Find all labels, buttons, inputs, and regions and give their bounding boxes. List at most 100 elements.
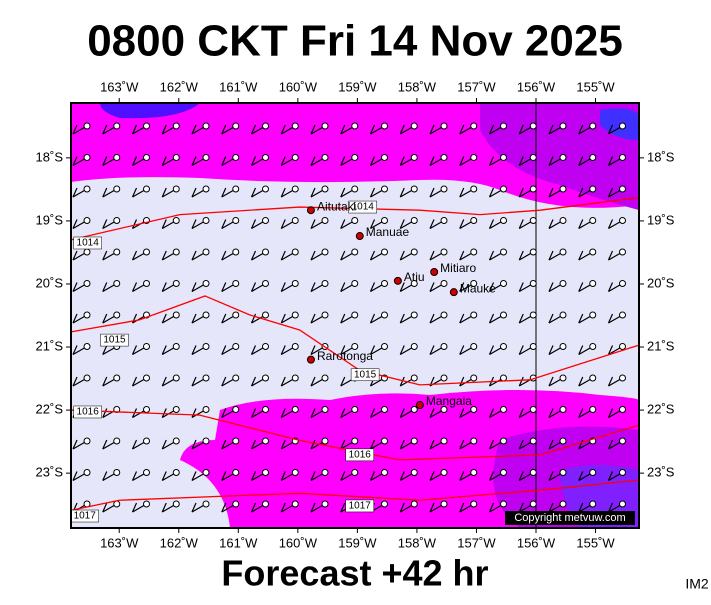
x-tick-label: 160˚W (279, 79, 318, 94)
y-tick-label: 20˚S (36, 275, 64, 290)
barb-flag (72, 345, 78, 355)
station (500, 185, 507, 193)
island-label: Mauke (460, 281, 496, 295)
wind-barb (548, 280, 567, 293)
wind-barb (191, 500, 210, 513)
station (83, 280, 91, 287)
station (589, 217, 597, 224)
station (440, 469, 448, 476)
station (113, 469, 121, 476)
station (559, 500, 567, 508)
wind-barb (548, 185, 567, 198)
station (381, 248, 388, 256)
wind-barb (250, 469, 269, 482)
barb-flag (280, 313, 286, 324)
map-layer: 163˚W 163˚W 162˚W 162˚W 161˚W 161˚W 160˚W 160˚W… (36, 79, 675, 550)
barb-flag (102, 439, 108, 450)
wind-barb (340, 311, 359, 324)
wind-barb (340, 343, 359, 356)
barb-flag (161, 219, 167, 229)
station (381, 154, 388, 161)
station (559, 469, 567, 476)
station (202, 217, 210, 224)
barb-flag (340, 439, 346, 450)
wind-barb (518, 500, 537, 513)
station (113, 311, 121, 319)
station (143, 154, 150, 161)
barb-flag (161, 156, 167, 166)
wind-barb (161, 122, 180, 135)
barb-flag (280, 345, 286, 355)
barb-flag (250, 408, 257, 418)
station (500, 154, 507, 161)
barb-flag (369, 313, 376, 324)
station (410, 217, 418, 224)
barb-flag (161, 282, 167, 292)
station (291, 500, 299, 508)
barb-flag (429, 187, 435, 198)
barb-flag (280, 408, 286, 418)
barb-flag (518, 439, 524, 450)
barb-flag (429, 219, 435, 229)
wind-barb (369, 437, 388, 450)
station (440, 122, 448, 130)
station (351, 122, 359, 130)
station (232, 311, 240, 319)
y-tick-label: 21˚S (36, 338, 64, 353)
wind-barb (518, 311, 537, 324)
wind-barb (518, 185, 537, 198)
wind-barb (221, 311, 240, 324)
barb-flag (488, 439, 495, 450)
copyright-box (505, 511, 635, 525)
wind-barb (607, 437, 626, 450)
barb-flag (488, 345, 495, 355)
wind-barb (131, 280, 150, 293)
barb-flag (250, 313, 257, 324)
isobar (70, 295, 640, 386)
isobar-label: 1017 (349, 501, 372, 512)
wind-barb (340, 437, 359, 450)
barb-flag (488, 156, 495, 166)
barb-flag (131, 376, 138, 387)
station (470, 437, 478, 445)
station (529, 122, 537, 130)
barb-flag (607, 502, 614, 513)
barb-flag (578, 408, 584, 418)
barb-flag (399, 156, 405, 166)
wind-barb (221, 437, 240, 450)
station (291, 343, 299, 350)
wind-barb (191, 406, 210, 419)
copyright: Copyright metvuw.com (514, 512, 625, 524)
barb-flag (459, 313, 465, 324)
island (306, 206, 315, 215)
station (470, 280, 478, 287)
wind-barb (310, 500, 329, 513)
barb-flag (191, 219, 197, 229)
wind-barb (280, 217, 299, 230)
station (262, 500, 269, 508)
station (232, 500, 240, 508)
station (143, 500, 150, 508)
wind-barb (161, 154, 180, 167)
wind-barb (399, 500, 418, 513)
y-tick-label: 19˚S (647, 212, 675, 227)
wind-barb (578, 469, 597, 482)
wind-barb (280, 374, 299, 387)
wind-barb (131, 122, 150, 135)
wind-barb (429, 311, 448, 324)
barb-flag (191, 471, 197, 481)
island-label: Atiu (404, 270, 425, 284)
wind-barb (548, 154, 567, 167)
barb-flag (399, 187, 405, 198)
barb-flag (607, 219, 614, 229)
wind-barb (191, 437, 210, 450)
station (83, 122, 91, 130)
station (172, 154, 180, 161)
x-tick-label: 158˚W (398, 79, 437, 94)
station (321, 437, 329, 445)
barb-flag (518, 408, 524, 418)
station (291, 374, 299, 382)
isobar (70, 196, 640, 241)
barb-flag (310, 156, 316, 166)
wind-barb (191, 122, 210, 135)
